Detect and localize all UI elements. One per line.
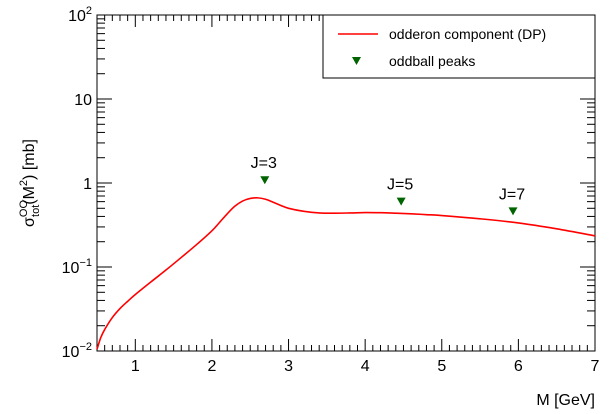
- legend-box: [322, 14, 596, 79]
- y-tick-label: 10−2: [62, 341, 92, 361]
- x-axis-label: M [GeV]: [536, 392, 595, 409]
- x-tick-label: 1: [131, 358, 140, 375]
- y-axis-label-part: OO: [18, 200, 30, 218]
- peak-label: J=7: [499, 186, 525, 203]
- y-tick-base: 1: [83, 176, 92, 193]
- peak-label: J=3: [251, 155, 277, 172]
- x-tick-label: 6: [514, 358, 523, 375]
- y-tick-label: 102: [68, 5, 92, 25]
- y-tick-base: 10: [74, 92, 92, 109]
- y-tick-base: 10: [62, 344, 80, 361]
- x-tick-label: 4: [361, 358, 370, 375]
- y-tick-exponent: −2: [79, 341, 92, 353]
- y-axis-label-part: ) [mb]: [21, 139, 38, 180]
- odderon-curve: [96, 197, 596, 350]
- y-axis-label: σOOtot(M2) [mb]: [18, 139, 42, 227]
- series-layer: [96, 176, 596, 350]
- x-tick-label: 3: [284, 358, 293, 375]
- y-tick-base: 10: [68, 8, 86, 25]
- x-tick-label: 2: [207, 358, 216, 375]
- y-tick-exponent: 2: [86, 5, 92, 17]
- y-tick-exponent: −1: [79, 257, 92, 269]
- legend-label-odderon: odderon component (DP): [389, 26, 546, 42]
- x-tick-label: 5: [437, 358, 446, 375]
- legend-triangle-swatch: [352, 57, 361, 65]
- y-axis-label-part: (M: [21, 186, 38, 205]
- oddball-peak-marker: [260, 176, 270, 185]
- x-tick-label: 7: [591, 358, 600, 375]
- legend-label-oddball: oddball peaks: [389, 53, 475, 69]
- peak-labels: J=3 J=5 J=7: [251, 155, 526, 203]
- y-tick-label: 10: [74, 92, 92, 109]
- y-tick-label: 1: [83, 176, 92, 193]
- peak-label: J=5: [387, 177, 413, 194]
- y-axis-label-part: 2: [18, 180, 30, 186]
- y-axis-label-part: σ: [21, 217, 38, 227]
- y-tick-base: 10: [62, 260, 80, 277]
- legend: odderon component (DP) oddball peaks: [322, 14, 596, 79]
- y-axis-label-part: tot: [30, 205, 42, 217]
- y-tick-label: 10−1: [62, 257, 92, 277]
- oddball-peak-marker: [396, 197, 406, 206]
- oddball-peak-marker: [508, 207, 518, 216]
